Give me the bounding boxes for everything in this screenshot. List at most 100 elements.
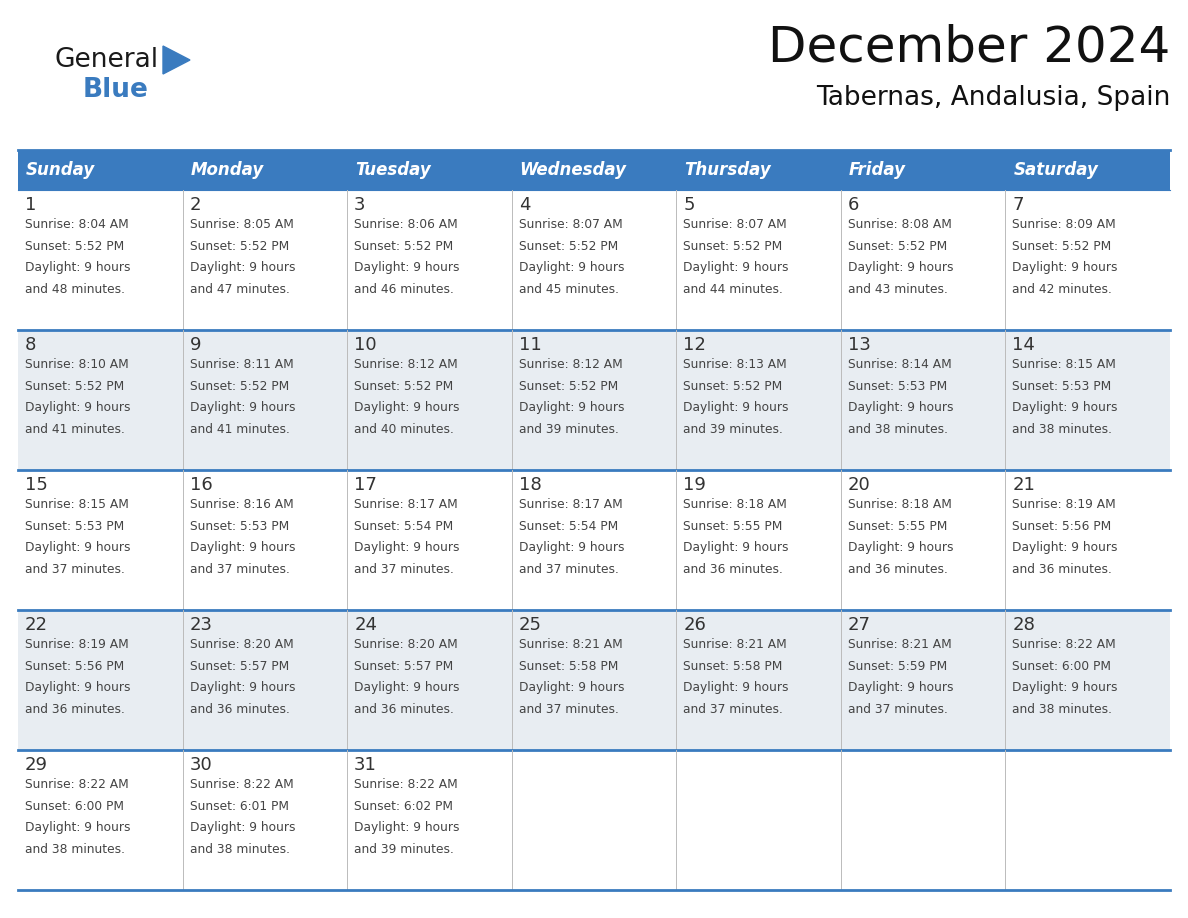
Text: Daylight: 9 hours: Daylight: 9 hours [683, 681, 789, 694]
Text: Daylight: 9 hours: Daylight: 9 hours [519, 262, 624, 274]
Text: and 41 minutes.: and 41 minutes. [25, 423, 125, 436]
Text: 28: 28 [1012, 616, 1035, 634]
Text: Sunset: 5:52 PM: Sunset: 5:52 PM [848, 240, 947, 252]
Text: Sunrise: 8:18 AM: Sunrise: 8:18 AM [683, 498, 788, 511]
Text: 22: 22 [25, 616, 48, 634]
Text: Sunset: 5:52 PM: Sunset: 5:52 PM [190, 380, 289, 393]
Text: Daylight: 9 hours: Daylight: 9 hours [848, 262, 953, 274]
Text: Sunrise: 8:15 AM: Sunrise: 8:15 AM [1012, 358, 1117, 371]
Text: Sunrise: 8:21 AM: Sunrise: 8:21 AM [519, 638, 623, 651]
Text: and 36 minutes.: and 36 minutes. [848, 563, 948, 577]
Text: and 39 minutes.: and 39 minutes. [683, 423, 783, 436]
Text: and 44 minutes.: and 44 minutes. [683, 283, 783, 297]
Polygon shape [163, 46, 190, 74]
Text: Daylight: 9 hours: Daylight: 9 hours [683, 542, 789, 554]
Bar [18, 750, 1170, 890]
Text: 27: 27 [848, 616, 871, 634]
Text: and 36 minutes.: and 36 minutes. [1012, 563, 1112, 577]
Text: Sunrise: 8:05 AM: Sunrise: 8:05 AM [190, 218, 293, 231]
Text: 8: 8 [25, 336, 37, 354]
Text: Daylight: 9 hours: Daylight: 9 hours [683, 262, 789, 274]
Text: Daylight: 9 hours: Daylight: 9 hours [25, 262, 131, 274]
Text: Daylight: 9 hours: Daylight: 9 hours [683, 401, 789, 414]
Text: Blue: Blue [83, 77, 148, 103]
Text: Sunrise: 8:10 AM: Sunrise: 8:10 AM [25, 358, 128, 371]
Text: Daylight: 9 hours: Daylight: 9 hours [848, 542, 953, 554]
Text: 20: 20 [848, 476, 871, 494]
Text: 17: 17 [354, 476, 377, 494]
Text: Sunrise: 8:22 AM: Sunrise: 8:22 AM [25, 778, 128, 791]
Text: and 39 minutes.: and 39 minutes. [519, 423, 619, 436]
Text: Sunrise: 8:18 AM: Sunrise: 8:18 AM [848, 498, 952, 511]
Text: Sunrise: 8:15 AM: Sunrise: 8:15 AM [25, 498, 128, 511]
Bar [841, 150, 1005, 190]
Text: and 37 minutes.: and 37 minutes. [683, 703, 783, 716]
Text: Sunset: 5:52 PM: Sunset: 5:52 PM [25, 380, 125, 393]
Text: 13: 13 [848, 336, 871, 354]
Text: Friday: Friday [849, 161, 906, 179]
Text: 5: 5 [683, 196, 695, 214]
Text: Sunrise: 8:16 AM: Sunrise: 8:16 AM [190, 498, 293, 511]
Text: Sunrise: 8:07 AM: Sunrise: 8:07 AM [683, 218, 786, 231]
Text: and 37 minutes.: and 37 minutes. [354, 563, 454, 577]
Text: Sunset: 5:52 PM: Sunset: 5:52 PM [683, 240, 783, 252]
Text: Sunrise: 8:12 AM: Sunrise: 8:12 AM [519, 358, 623, 371]
Text: Sunrise: 8:12 AM: Sunrise: 8:12 AM [354, 358, 457, 371]
Text: and 40 minutes.: and 40 minutes. [354, 423, 454, 436]
Text: and 46 minutes.: and 46 minutes. [354, 283, 454, 297]
Text: Sunrise: 8:22 AM: Sunrise: 8:22 AM [1012, 638, 1117, 651]
Text: 3: 3 [354, 196, 366, 214]
Text: Sunset: 5:52 PM: Sunset: 5:52 PM [683, 380, 783, 393]
Text: Sunset: 5:52 PM: Sunset: 5:52 PM [1012, 240, 1112, 252]
Text: 21: 21 [1012, 476, 1035, 494]
Text: Sunset: 6:02 PM: Sunset: 6:02 PM [354, 800, 453, 812]
Text: Daylight: 9 hours: Daylight: 9 hours [25, 401, 131, 414]
Text: and 38 minutes.: and 38 minutes. [190, 843, 290, 856]
Text: and 36 minutes.: and 36 minutes. [683, 563, 783, 577]
Text: Sunday: Sunday [26, 161, 95, 179]
Text: Sunset: 5:55 PM: Sunset: 5:55 PM [683, 520, 783, 532]
Text: and 42 minutes.: and 42 minutes. [1012, 283, 1112, 297]
Text: General: General [55, 47, 159, 73]
Text: Saturday: Saturday [1013, 161, 1098, 179]
Text: and 45 minutes.: and 45 minutes. [519, 283, 619, 297]
Text: Daylight: 9 hours: Daylight: 9 hours [25, 681, 131, 694]
Text: Daylight: 9 hours: Daylight: 9 hours [1012, 262, 1118, 274]
Text: Daylight: 9 hours: Daylight: 9 hours [1012, 401, 1118, 414]
Text: Sunrise: 8:13 AM: Sunrise: 8:13 AM [683, 358, 786, 371]
Text: Sunrise: 8:21 AM: Sunrise: 8:21 AM [683, 638, 786, 651]
Text: Sunset: 6:00 PM: Sunset: 6:00 PM [25, 800, 124, 812]
Text: Daylight: 9 hours: Daylight: 9 hours [848, 401, 953, 414]
Text: Sunrise: 8:09 AM: Sunrise: 8:09 AM [1012, 218, 1117, 231]
Text: 30: 30 [190, 756, 213, 774]
Text: and 39 minutes.: and 39 minutes. [354, 843, 454, 856]
Text: Sunrise: 8:07 AM: Sunrise: 8:07 AM [519, 218, 623, 231]
Text: Sunrise: 8:17 AM: Sunrise: 8:17 AM [354, 498, 457, 511]
Text: Sunrise: 8:11 AM: Sunrise: 8:11 AM [190, 358, 293, 371]
Text: 16: 16 [190, 476, 213, 494]
Text: Daylight: 9 hours: Daylight: 9 hours [190, 401, 295, 414]
Text: and 38 minutes.: and 38 minutes. [1012, 423, 1112, 436]
Bar [18, 330, 1170, 470]
Text: Thursday: Thursday [684, 161, 771, 179]
Text: and 37 minutes.: and 37 minutes. [848, 703, 948, 716]
Text: and 37 minutes.: and 37 minutes. [519, 703, 619, 716]
Bar [1005, 150, 1170, 190]
Text: 15: 15 [25, 476, 48, 494]
Text: 26: 26 [683, 616, 706, 634]
Text: Sunrise: 8:22 AM: Sunrise: 8:22 AM [190, 778, 293, 791]
Text: 23: 23 [190, 616, 213, 634]
Text: Sunset: 5:56 PM: Sunset: 5:56 PM [1012, 520, 1112, 532]
Bar [18, 150, 183, 190]
Text: Sunset: 5:53 PM: Sunset: 5:53 PM [25, 520, 125, 532]
Text: Daylight: 9 hours: Daylight: 9 hours [519, 542, 624, 554]
Text: Sunrise: 8:20 AM: Sunrise: 8:20 AM [190, 638, 293, 651]
Text: Sunset: 5:52 PM: Sunset: 5:52 PM [25, 240, 125, 252]
Text: Sunrise: 8:22 AM: Sunrise: 8:22 AM [354, 778, 457, 791]
Text: Daylight: 9 hours: Daylight: 9 hours [1012, 542, 1118, 554]
Bar [183, 150, 347, 190]
Text: Sunrise: 8:19 AM: Sunrise: 8:19 AM [1012, 498, 1117, 511]
Text: Daylight: 9 hours: Daylight: 9 hours [190, 822, 295, 834]
Text: Daylight: 9 hours: Daylight: 9 hours [519, 401, 624, 414]
Text: Sunset: 5:52 PM: Sunset: 5:52 PM [519, 380, 618, 393]
